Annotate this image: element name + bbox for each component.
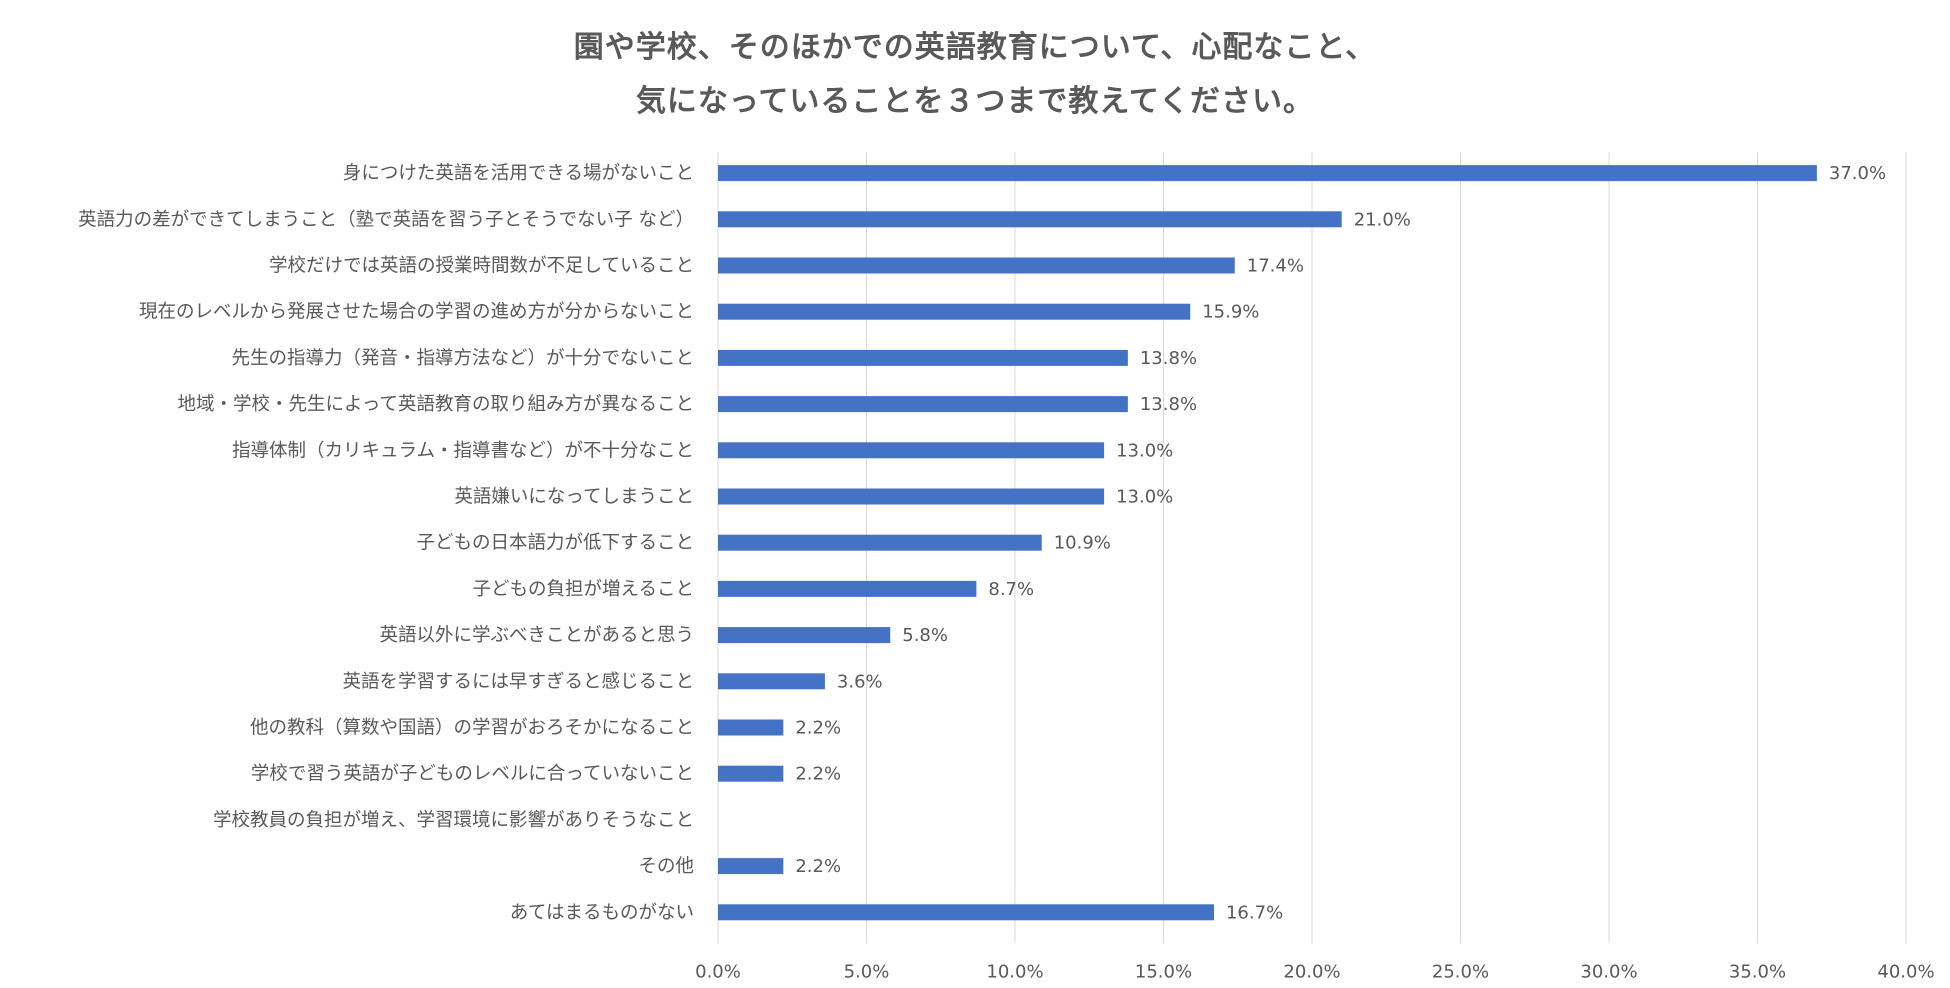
- value-label-11: 3.6%: [837, 671, 883, 692]
- value-label-2: 17.4%: [1247, 256, 1304, 277]
- category-label-4: 先生の指導力（発音・指導方法など）が十分でないこと: [231, 348, 694, 369]
- category-label-2: 学校だけでは英語の授業時間数が不足していること: [269, 256, 694, 277]
- value-label-13: 2.2%: [795, 764, 841, 785]
- category-label-11: 英語を学習するには早すぎると感じること: [342, 671, 694, 692]
- chart-title-line-1: 園や学校、そのほかでの英語教育について、心配なこと、: [573, 30, 1377, 65]
- value-label-8: 10.9%: [1054, 533, 1111, 554]
- bar-1: [718, 211, 1342, 228]
- value-label-15: 2.2%: [795, 856, 841, 877]
- bar-4: [718, 349, 1128, 366]
- category-label-1: 英語力の差ができてしまうこと（塾で英語を習う子とそうでない子 など）: [78, 208, 694, 230]
- x-tick-label-7: 35.0%: [1729, 961, 1786, 982]
- value-label-5: 13.8%: [1140, 394, 1197, 415]
- category-label-7: 英語嫌いになってしまうこと: [454, 487, 694, 508]
- value-label-3: 15.9%: [1202, 302, 1259, 323]
- value-label-16: 16.7%: [1226, 902, 1283, 923]
- bar-9: [718, 580, 977, 597]
- value-label-9: 8.7%: [988, 579, 1034, 600]
- category-label-13: 学校で習う英語が子どものレベルに合っていないこと: [251, 764, 694, 785]
- category-label-3: 現在のレベルから発展させた場合の学習の進め方が分からないこと: [139, 302, 694, 323]
- category-label-12: 他の教科（算数や国語）の学習がおろそかになること: [250, 718, 694, 739]
- bar-5: [718, 396, 1128, 413]
- value-label-6: 13.0%: [1116, 440, 1173, 461]
- category-label-14: 学校教員の負担が増え、学習環境に影響がありそうなこと: [213, 810, 694, 831]
- x-tick-label-5: 25.0%: [1432, 961, 1489, 982]
- bar-3: [718, 303, 1191, 320]
- category-label-5: 地域・学校・先生によって英語教育の取り組み方が異なること: [177, 394, 694, 415]
- x-tick-label-8: 40.0%: [1877, 961, 1934, 982]
- bar-8: [718, 534, 1042, 551]
- x-tick-label-0: 0.0%: [695, 961, 741, 982]
- category-label-6: 指導体制（カリキュラム・指導書など）が不十分なこと: [232, 440, 694, 461]
- bar-6: [718, 442, 1105, 459]
- value-label-4: 13.8%: [1140, 348, 1197, 369]
- bar-10: [718, 627, 891, 644]
- category-label-16: あてはまるものがない: [510, 902, 694, 923]
- category-label-9: 子どもの負担が増えること: [473, 579, 694, 600]
- x-tick-label-3: 15.0%: [1135, 961, 1192, 982]
- value-label-7: 13.0%: [1116, 487, 1173, 508]
- x-tick-label-6: 30.0%: [1580, 961, 1637, 982]
- x-tick-label-2: 10.0%: [986, 961, 1043, 982]
- bar-7: [718, 488, 1105, 505]
- x-tick-label-4: 20.0%: [1283, 961, 1340, 982]
- value-label-12: 2.2%: [795, 718, 841, 739]
- value-label-1: 21.0%: [1354, 209, 1411, 230]
- bar-13: [718, 765, 784, 782]
- category-label-15: その他: [638, 856, 694, 877]
- bar-15: [718, 858, 784, 875]
- bar-0: [718, 165, 1817, 182]
- x-tick-label-1: 5.0%: [844, 961, 890, 982]
- category-label-8: 子どもの日本語力が低下すること: [416, 533, 694, 554]
- category-label-0: 身につけた英語を活用できる場がないこと: [343, 163, 694, 184]
- value-label-10: 5.8%: [902, 625, 948, 646]
- value-label-0: 37.0%: [1829, 163, 1886, 184]
- category-label-10: 英語以外に学ぶべきことがあると思う: [379, 625, 694, 646]
- chart-title-line-2: 気になっていることを３つまで教えてください。: [635, 84, 1315, 119]
- bar-11: [718, 673, 825, 690]
- bar-12: [718, 719, 784, 736]
- bar-16: [718, 904, 1214, 921]
- bar-2: [718, 257, 1235, 274]
